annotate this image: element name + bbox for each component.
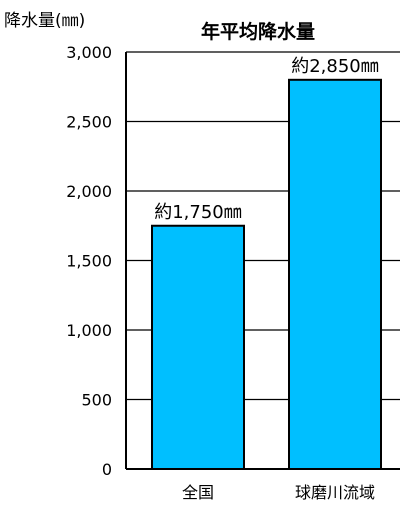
y-tick-label: 3,000 bbox=[66, 43, 112, 62]
x-tick-labels: 全国 球磨川流域 bbox=[182, 483, 375, 502]
chart-title: 年平均降水量 bbox=[201, 20, 315, 43]
bars bbox=[151, 78, 382, 471]
x-tick-label: 球磨川流域 bbox=[295, 483, 375, 502]
data-label: 約2,850㎜ bbox=[291, 56, 379, 77]
bar bbox=[288, 78, 382, 471]
y-tick-label: 1,500 bbox=[66, 252, 112, 271]
bar bbox=[151, 224, 245, 470]
data-labels: 約1,750㎜ 約2,850㎜ bbox=[154, 56, 379, 223]
y-tick-label: 0 bbox=[102, 460, 112, 479]
axes bbox=[125, 52, 400, 470]
y-tick-labels: 0 500 1,000 1,500 2,000 2,500 3,000 bbox=[66, 43, 112, 479]
x-tick-label: 全国 bbox=[182, 483, 214, 502]
y-tick-label: 2,000 bbox=[66, 182, 112, 201]
data-label: 約1,750㎜ bbox=[154, 202, 242, 223]
y-axis-label: 降水量(㎜) bbox=[4, 11, 85, 31]
y-tick-label: 500 bbox=[81, 391, 112, 410]
y-tick-label: 2,500 bbox=[66, 113, 112, 132]
y-tick-label: 1,000 bbox=[66, 321, 112, 340]
